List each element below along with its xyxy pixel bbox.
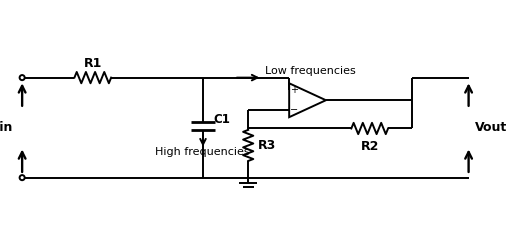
Text: −: − [290,105,298,115]
Text: High frequencies: High frequencies [155,147,250,156]
Text: Vin: Vin [0,121,13,134]
Text: Low frequencies: Low frequencies [265,66,356,76]
Text: +: + [290,85,298,95]
Text: R2: R2 [361,140,379,153]
Text: C1: C1 [213,114,230,126]
Text: R3: R3 [258,139,277,152]
Text: Vout: Vout [475,121,508,134]
Text: R1: R1 [84,57,102,70]
